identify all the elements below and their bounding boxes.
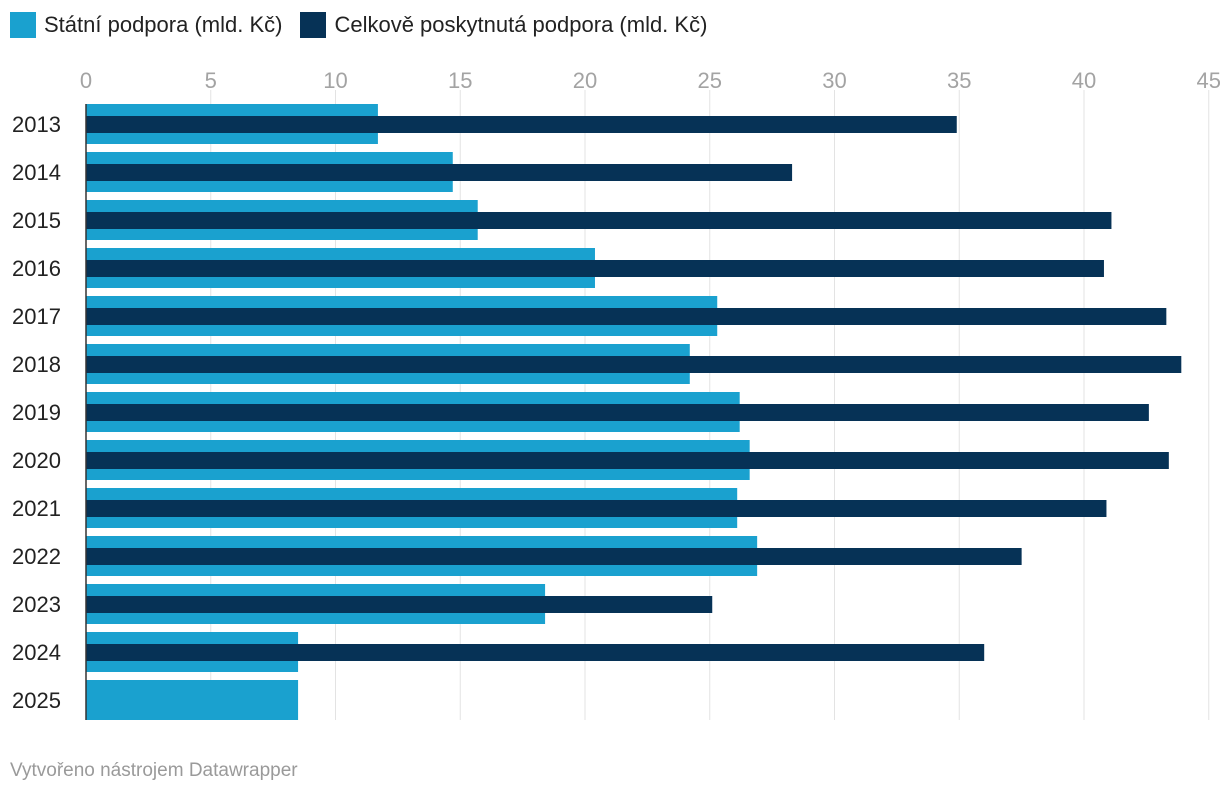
legend-item-total-support: Celkově poskytnutá podpora (mld. Kč) [300,12,707,38]
legend-label-state-support: Státní podpora (mld. Kč) [44,12,283,37]
y-category-label: 2018 [12,352,61,377]
x-tick-label: 0 [80,68,92,93]
bar-total-support [86,404,1149,421]
legend-swatch-state-support [10,12,36,38]
y-category-label: 2020 [12,448,61,473]
bar-chart: 0 5 10 15 20 25 30 35 40 45 201320142015201620172… [12,68,1220,720]
y-category-label: 2023 [12,592,61,617]
y-category-label: 2024 [12,640,61,665]
y-category-label: 2014 [12,160,61,185]
x-tick-label: 35 [947,68,971,93]
x-tick-label: 10 [323,68,347,93]
footer-credit: Vytvořeno nástrojem Datawrapper [10,760,298,781]
legend-label-total-support: Celkově poskytnutá podpora (mld. Kč) [334,12,708,37]
x-tick-label: 45 [1197,68,1220,93]
x-tick-label: 5 [205,68,217,93]
y-category-label: 2019 [12,400,61,425]
bar-total-support [86,452,1169,469]
y-axis-categories: 2013 2014 2015 2016 2017 2018 2019 2020 2021 2022… [12,112,61,713]
x-tick-label: 25 [698,68,722,93]
bar-total-support [86,260,1104,277]
y-category-label: 2013 [12,112,61,137]
bar-total-support [86,164,793,181]
chart-legend: Státní podpora (mld. Kč) Celkově poskytn… [10,12,707,38]
bars [86,104,1182,720]
y-category-label: 2016 [12,256,61,281]
bar-total-support [86,596,713,613]
y-category-label: 2021 [12,496,61,521]
y-category-label: 2017 [12,304,61,329]
x-tick-label: 15 [448,68,472,93]
bar-total-support [86,356,1182,373]
bar-total-support [86,500,1107,517]
bar-total-support [86,308,1167,325]
bar-state-support [86,680,299,720]
bar-total-support [86,644,985,661]
y-category-label: 2025 [12,688,61,713]
x-axis-ticks: 0 5 10 15 20 25 30 35 40 45 [80,68,1220,93]
bar-total-support [86,548,1022,565]
y-category-label: 2015 [12,208,61,233]
x-tick-label: 30 [822,68,846,93]
x-tick-label: 20 [573,68,597,93]
bar-total-support [86,212,1112,229]
legend-item-state-support: Státní podpora (mld. Kč) [10,12,282,38]
x-tick-label: 40 [1072,68,1096,93]
legend-swatch-total-support [300,12,327,38]
y-category-label: 2022 [12,544,61,569]
bar-total-support [86,116,957,133]
